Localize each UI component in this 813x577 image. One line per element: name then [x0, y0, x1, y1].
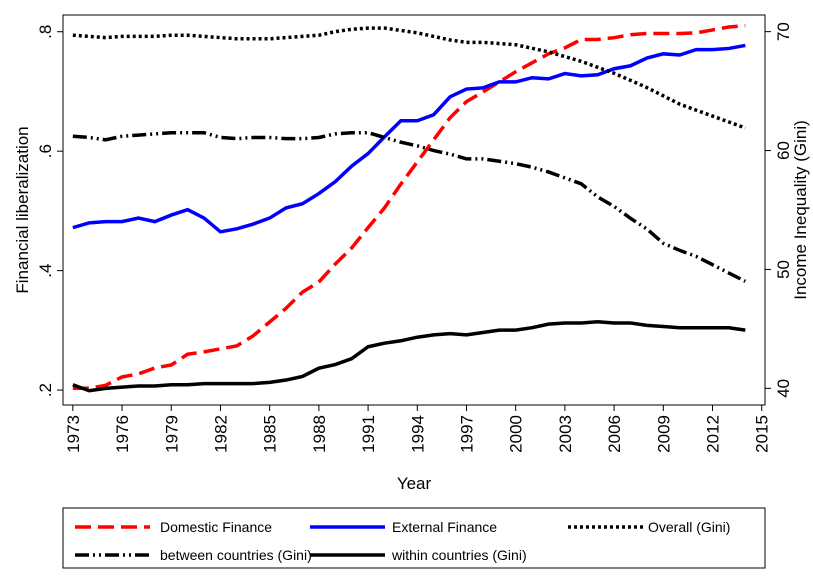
- x-tick-label: 2009: [654, 415, 673, 453]
- y2-tick-label: 70: [774, 22, 793, 41]
- legend-label: Domestic Finance: [160, 519, 272, 535]
- x-tick-label: 1985: [261, 415, 280, 453]
- x-tick-label: 2015: [753, 415, 772, 453]
- y2-tick-label: 60: [774, 141, 793, 160]
- series-line: [72, 43, 746, 234]
- series-line: [72, 320, 746, 393]
- x-tick-label: 2003: [556, 415, 575, 453]
- series-line: [72, 26, 746, 130]
- x-tick-label: 2000: [507, 415, 526, 453]
- x-tick-label: 1991: [359, 415, 378, 453]
- legend-label: Overall (Gini): [648, 519, 730, 535]
- legend-label: within countries (Gini): [391, 547, 527, 563]
- series-line: [72, 24, 746, 391]
- y-tick-label: .2: [36, 383, 55, 397]
- y-tick-label: .6: [36, 144, 55, 158]
- y2-axis-title: Income Inequality (Gini): [791, 120, 810, 300]
- x-tick-label: 1979: [162, 415, 181, 453]
- x-tick-label: 1994: [408, 415, 427, 453]
- legend-label: External Finance: [392, 519, 497, 535]
- y-tick-label: .8: [36, 25, 55, 39]
- x-tick-label: 2012: [704, 415, 723, 453]
- y-tick-label: .4: [36, 264, 55, 278]
- legend-box: [62, 507, 766, 569]
- y-axis-title: Financial liberalization: [13, 126, 32, 293]
- y2-tick-label: 50: [774, 260, 793, 279]
- x-tick-label: 1982: [211, 415, 230, 453]
- x-tick-label: 1997: [457, 415, 476, 453]
- x-tick-label: 1988: [310, 415, 329, 453]
- x-axis-title: Year: [397, 474, 432, 493]
- x-tick-label: 2006: [605, 415, 624, 453]
- legend-label: between countries (Gini): [160, 547, 312, 563]
- x-tick-label: 1973: [64, 415, 83, 453]
- plot-frame: [62, 14, 766, 406]
- series-line: [72, 130, 747, 283]
- x-tick-label: 1976: [113, 415, 132, 453]
- y2-tick-label: 40: [774, 379, 793, 398]
